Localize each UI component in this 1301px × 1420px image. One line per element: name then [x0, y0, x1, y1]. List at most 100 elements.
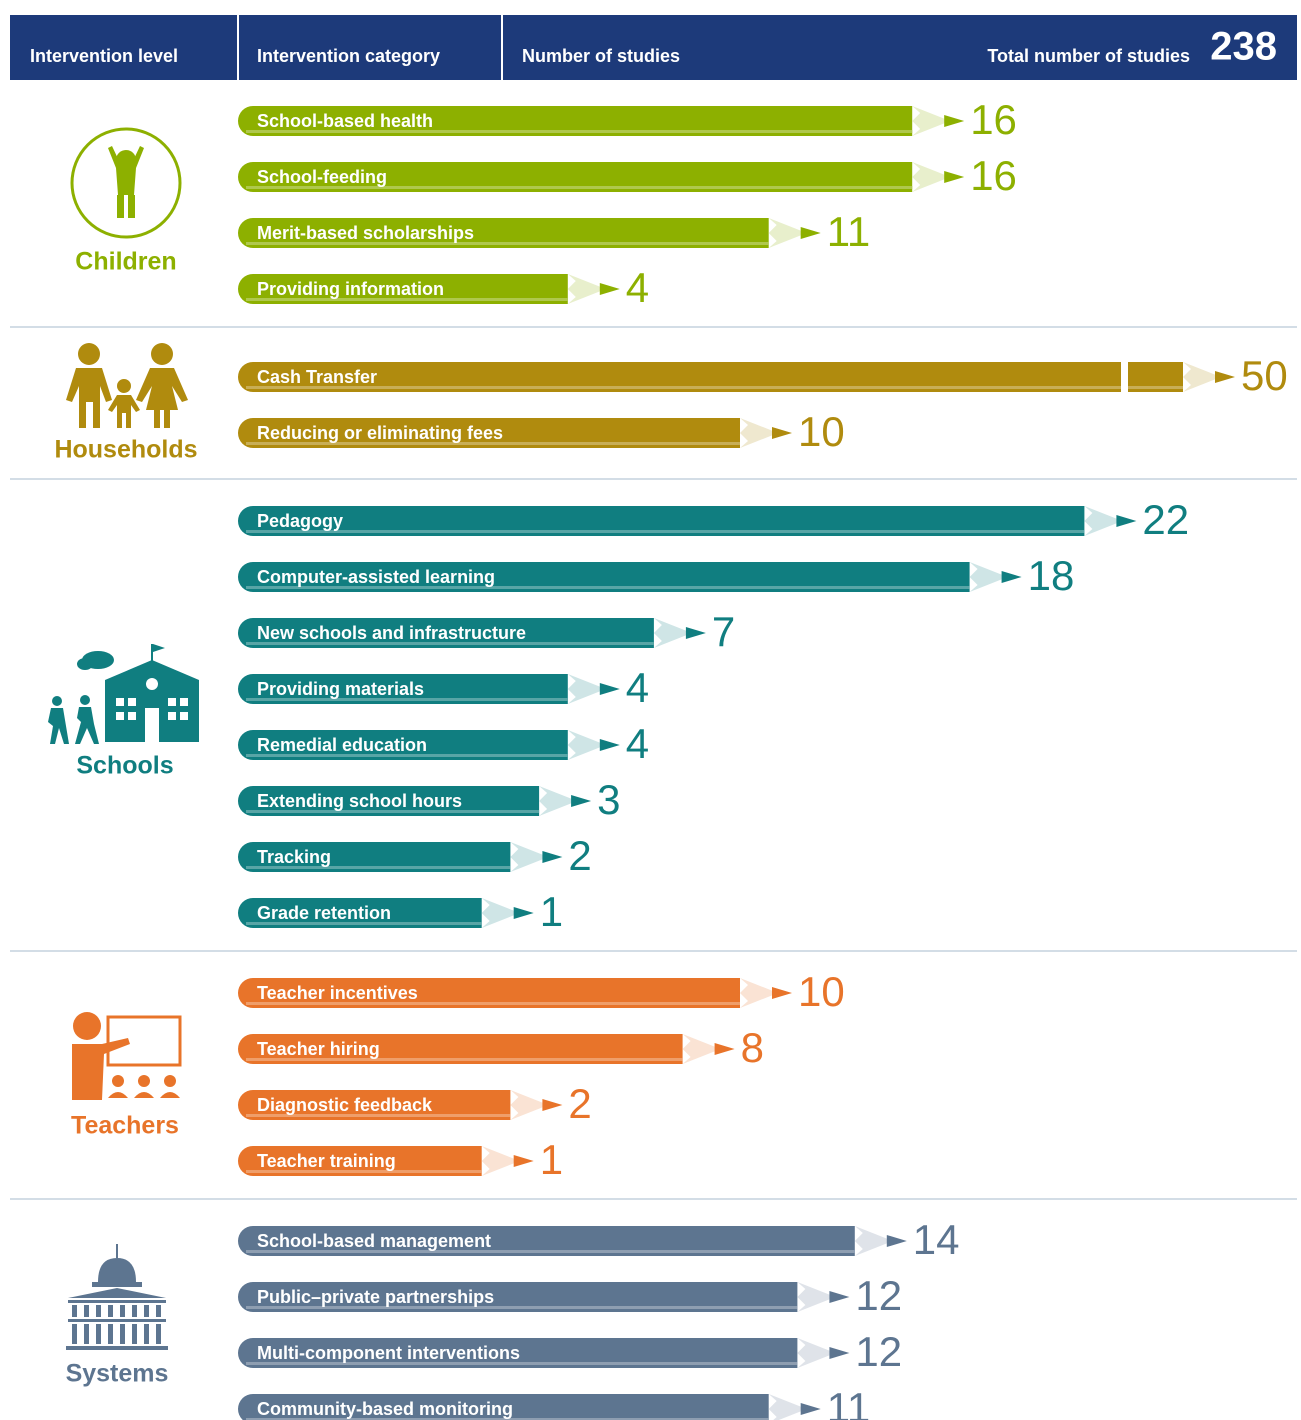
category-label: Multi-component interventions	[257, 1343, 520, 1363]
children-icon	[70, 127, 182, 239]
pencil-wood	[912, 162, 951, 192]
pencil-lead	[1001, 571, 1022, 583]
value-label: 4	[626, 664, 649, 711]
header-category: Intervention category	[257, 46, 440, 66]
pencil-lead	[772, 427, 792, 439]
pencil-bar: New schools and infrastructure 7	[238, 608, 735, 655]
bar-stripe	[246, 530, 1085, 533]
pencil-bar: School-feeding 16	[238, 152, 1017, 199]
pencil-wood	[969, 562, 1008, 592]
bar	[238, 274, 568, 304]
bar-stripe	[246, 810, 540, 813]
pencil-wood	[768, 1394, 807, 1420]
systems-icon	[66, 1244, 168, 1350]
pencil-wood	[481, 1146, 520, 1176]
category-label: Public–private partnerships	[257, 1287, 494, 1307]
pencil-bar: School-based management 14	[238, 1216, 960, 1263]
bar	[238, 506, 1085, 536]
pencil-lead	[829, 1347, 850, 1359]
header-total: 238	[1210, 25, 1277, 69]
header-number: Number of studies	[522, 46, 680, 66]
bar-stripe	[246, 866, 511, 869]
bar-stripe	[246, 1362, 798, 1365]
pencil-wood	[1183, 362, 1221, 392]
pencil-lead	[944, 171, 965, 183]
pencil-bar: Grade retention 1	[238, 888, 563, 935]
bar-stripe	[246, 1114, 511, 1117]
pencil-wood	[510, 842, 549, 872]
category-label: Extending school hours	[257, 791, 462, 811]
pencil-bar: Remedial education 4	[238, 720, 649, 767]
pencil-lead	[513, 907, 534, 919]
value-label: 8	[741, 1024, 764, 1071]
category-label: School-feeding	[257, 167, 387, 187]
pencil-wood	[854, 1226, 893, 1256]
bar-stripe	[246, 754, 568, 757]
category-label: School-based health	[257, 111, 433, 131]
value-label: 16	[970, 96, 1017, 143]
value-label: 11	[827, 208, 871, 255]
pencil-bar: Computer-assisted learning 18	[238, 552, 1074, 599]
bar	[238, 1146, 482, 1176]
pencil-wood	[1084, 506, 1123, 536]
pencil-bar: Teacher incentives 10	[238, 968, 845, 1015]
value-label: 14	[913, 1216, 960, 1263]
category-label: Remedial education	[257, 735, 427, 755]
bar-stripe	[246, 442, 740, 445]
bar	[238, 162, 913, 192]
pencil-bar: Community-based monitoring 11	[238, 1384, 870, 1420]
group-label: Teachers	[71, 1112, 179, 1140]
pencil-wood	[481, 898, 520, 928]
pencil-lead	[800, 1403, 821, 1415]
schools-icon	[48, 644, 199, 744]
bar	[238, 562, 970, 592]
category-label: Pedagogy	[257, 511, 343, 531]
pencil-wood	[912, 106, 951, 136]
bar	[238, 730, 568, 760]
pencil-wood	[539, 786, 578, 816]
bar	[238, 842, 511, 872]
pencil-bar: Diagnostic feedback 2	[238, 1080, 592, 1127]
bar	[238, 898, 482, 928]
pencil-bar: Merit-based scholarships 11	[238, 208, 870, 255]
pencil-bar: Providing materials 4	[238, 664, 649, 711]
pencil-lead	[1116, 515, 1137, 527]
bar	[238, 1034, 683, 1064]
category-label: Community-based monitoring	[257, 1399, 513, 1419]
bar	[238, 362, 1183, 392]
bar-stripe	[246, 1306, 798, 1309]
bar	[238, 1226, 855, 1256]
value-label: 3	[597, 776, 620, 823]
bar	[238, 418, 740, 448]
category-label: Diagnostic feedback	[257, 1095, 433, 1115]
bar-stripe	[246, 130, 913, 133]
pencil-lead	[599, 283, 620, 295]
group-label: Children	[75, 248, 176, 276]
pencil-bar: Teacher hiring 8	[238, 1024, 764, 1071]
bar-stripe	[246, 1250, 855, 1253]
header-total-label: Total number of studies	[987, 46, 1190, 66]
category-label: School-based management	[257, 1231, 491, 1251]
category-label: Computer-assisted learning	[257, 567, 495, 587]
bar-stripe	[246, 242, 769, 245]
group-label: Schools	[76, 752, 173, 780]
pencil-wood	[797, 1282, 836, 1312]
bar	[238, 1090, 511, 1120]
pencil-lead	[513, 1155, 534, 1167]
pencil-wood	[567, 274, 606, 304]
pencil-bar: Public–private partnerships 12	[238, 1272, 902, 1319]
bar-stripe	[246, 1058, 683, 1061]
axis-break	[1121, 361, 1128, 393]
bar-stripe	[246, 1418, 769, 1420]
pencil-bar: Multi-component interventions 12	[238, 1328, 902, 1375]
pencil-bar: Providing information 4	[238, 264, 649, 311]
households-icon	[66, 343, 188, 428]
pencil-lead	[800, 227, 821, 239]
value-label: 12	[855, 1272, 902, 1319]
pencil-lead	[829, 1291, 850, 1303]
pencil-bar: Pedagogy 22	[238, 496, 1189, 543]
pencil-lead	[542, 1099, 563, 1111]
value-label: 2	[568, 1080, 591, 1127]
pencil-lead	[542, 851, 563, 863]
value-label: 50	[1241, 352, 1288, 399]
